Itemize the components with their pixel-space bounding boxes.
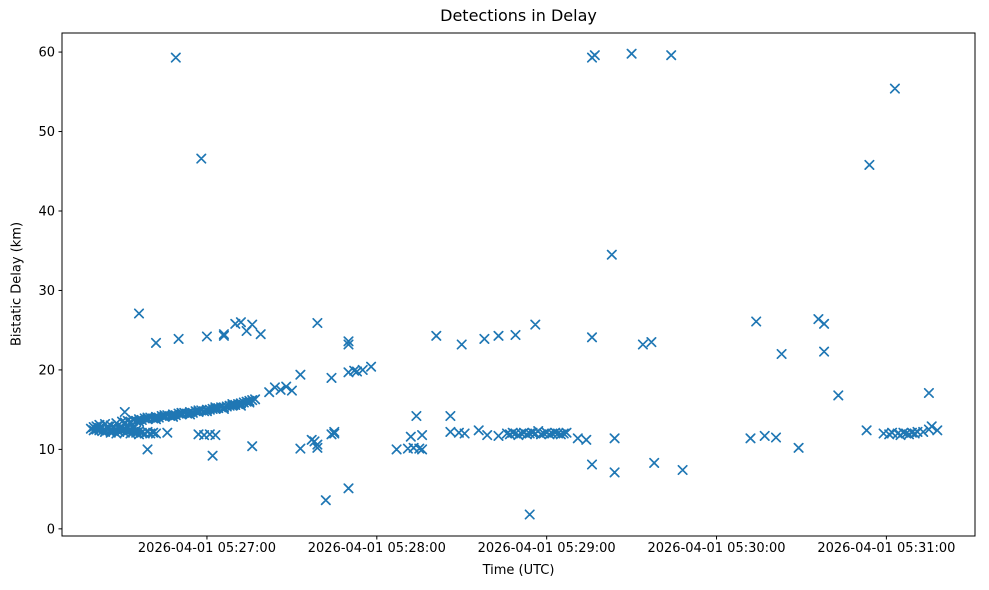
scatter-points [85,48,943,520]
y-tick-label: 30 [38,284,55,299]
y-tick-label: 10 [38,443,55,458]
x-tick-label: 2026-04-01 05:29:00 [478,541,616,556]
y-axis-label: Bistatic Delay (km) [9,221,25,347]
x-axis-label: Time (UTC) [482,563,555,578]
y-tick-label: 60 [38,46,55,61]
x-tick-label: 2026-04-01 05:30:00 [647,541,785,556]
x-tick-label: 2026-04-01 05:31:00 [817,541,955,556]
chart-title: Detections in Delay [440,6,597,25]
y-tick-label: 20 [38,363,55,378]
x-tick-label: 2026-04-01 05:28:00 [308,541,446,556]
y-tick-label: 40 [38,204,55,219]
y-tick-label: 50 [38,125,55,140]
x-tick-label: 2026-04-01 05:27:00 [138,541,276,556]
axes-spines [61,32,976,537]
y-tick-label: 0 [47,522,55,537]
